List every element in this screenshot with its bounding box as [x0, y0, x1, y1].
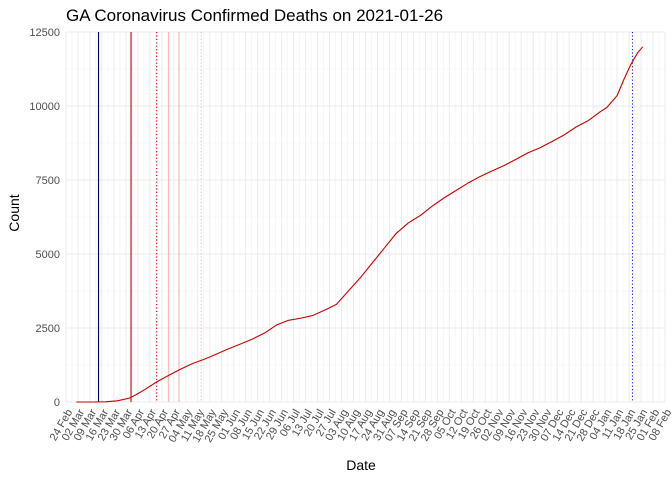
series-layer — [76, 46, 644, 403]
chart-title: GA Coronavirus Confirmed Deaths on 2021-… — [66, 6, 443, 25]
y-tick-label: 10000 — [29, 101, 60, 113]
grid — [65, 31, 666, 403]
series-line — [76, 46, 644, 403]
y-axis: 0 2500 5000 7500 10000 12500 — [29, 27, 60, 409]
y-tick-label: 12500 — [29, 27, 60, 39]
x-axis-title: Date — [346, 457, 376, 473]
y-tick-label: 0 — [54, 397, 60, 409]
y-axis-title: Count — [6, 194, 22, 231]
y-tick-label: 5000 — [36, 249, 60, 261]
y-tick-label: 7500 — [36, 175, 60, 187]
y-tick-label: 2500 — [36, 323, 60, 335]
reference-lines — [97, 32, 634, 402]
